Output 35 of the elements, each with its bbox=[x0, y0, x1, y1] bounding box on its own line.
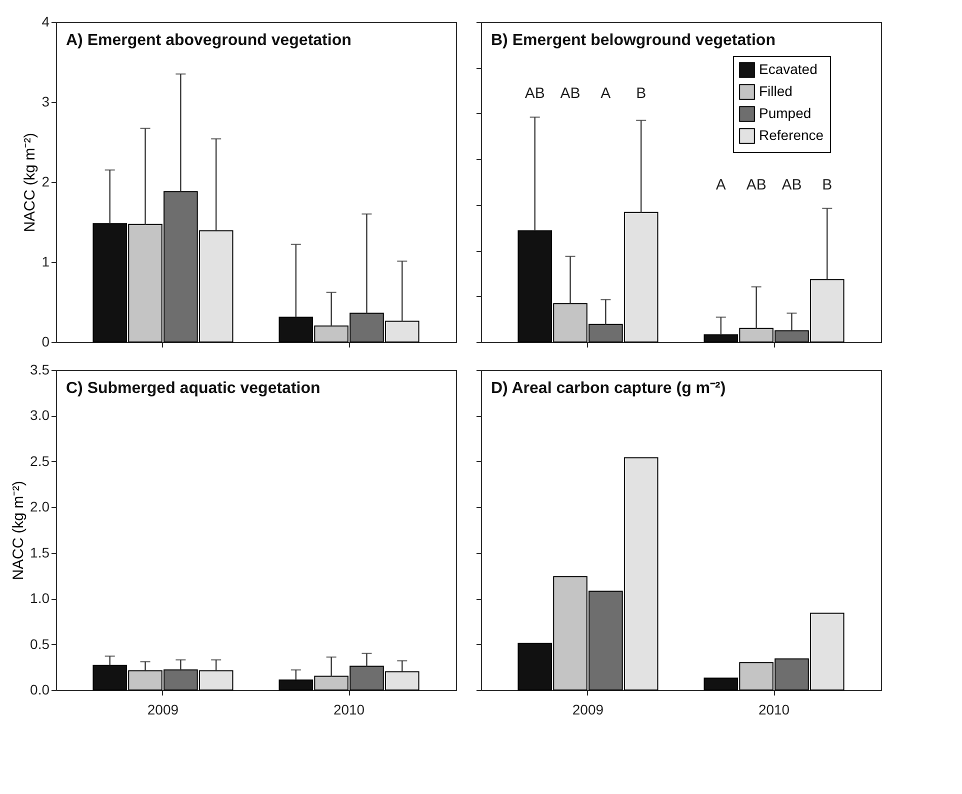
y-axis-title: NACC (kg m⁻²) bbox=[10, 480, 28, 580]
y-axis-title: NACC (kg m⁻²) bbox=[22, 132, 39, 232]
y-tick-label: 3.0 bbox=[30, 407, 50, 424]
x-tick-label: 2009 bbox=[147, 702, 179, 718]
annotation: A bbox=[716, 176, 726, 194]
y-tick-label: 0 bbox=[42, 334, 50, 350]
legend-label: Ecavated bbox=[759, 61, 818, 77]
y-tick-label: 1.0 bbox=[30, 590, 50, 606]
x-tick-label: 2010 bbox=[758, 702, 790, 718]
y-tick-label: 3.5 bbox=[30, 362, 50, 378]
y-tick-label: 0.0 bbox=[30, 682, 50, 698]
legend-label: Pumped bbox=[759, 105, 812, 121]
text: B) Emergent belowground vegetation bbox=[491, 32, 776, 49]
y-tick-label: 1.5 bbox=[30, 544, 50, 560]
annotation: AB bbox=[782, 176, 802, 194]
y-tick-label: 2.0 bbox=[30, 498, 50, 515]
legend-label: Filled bbox=[759, 83, 792, 99]
y-tick-label: 4 bbox=[42, 14, 50, 30]
x-tick-label: 2009 bbox=[572, 702, 604, 718]
x-tick-label: 2010 bbox=[333, 702, 365, 718]
annotation: AB bbox=[560, 85, 580, 102]
y-tick-label: 0.5 bbox=[30, 636, 50, 652]
y-tick-label: 1 bbox=[42, 254, 50, 270]
annotation: B bbox=[822, 176, 832, 194]
y-tick-label: 3 bbox=[42, 94, 50, 110]
annotation: A bbox=[600, 85, 611, 102]
y-tick-label: 2 bbox=[42, 174, 50, 190]
text: D) Areal carbon capture (g m⁻²) bbox=[491, 380, 726, 397]
annotation: AB bbox=[524, 85, 545, 102]
y-tick-label: 2.5 bbox=[30, 452, 50, 469]
annotation: AB bbox=[746, 176, 766, 194]
text: A) Emergent aboveground vegetation bbox=[66, 32, 352, 49]
annotation: B bbox=[636, 85, 646, 102]
legend-label: Reference bbox=[759, 127, 824, 143]
text: C) Submerged aquatic vegetation bbox=[66, 380, 320, 397]
